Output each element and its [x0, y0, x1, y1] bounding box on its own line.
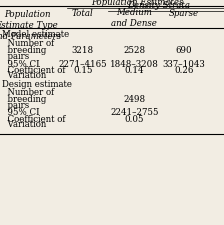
Text: Coefficient of: Coefficient of [2, 66, 66, 75]
Text: 0.15: 0.15 [73, 66, 93, 75]
Text: 0.05: 0.05 [125, 115, 144, 124]
Text: Total: Total [72, 9, 94, 18]
Text: 337–1043: 337–1043 [162, 60, 205, 69]
Text: Variation: Variation [2, 71, 47, 80]
Text: 95% CI: 95% CI [2, 60, 40, 69]
Text: breeding: breeding [2, 46, 47, 55]
Text: Design estimate: Design estimate [2, 80, 72, 89]
Text: 0.26: 0.26 [174, 66, 193, 75]
Text: Medium
and Dense: Medium and Dense [112, 8, 157, 28]
Text: Model estimate: Model estimate [2, 30, 69, 39]
Text: 2241–2755: 2241–2755 [110, 108, 159, 117]
Text: 690: 690 [175, 46, 192, 55]
Text: 2271–4165: 2271–4165 [58, 60, 107, 69]
Text: Variation: Variation [2, 120, 47, 129]
Text: Coefficient of: Coefficient of [2, 115, 66, 124]
Text: Population
Estimate Type
and Parameters: Population Estimate Type and Parameters [0, 10, 61, 41]
Text: Sparse: Sparse [169, 9, 199, 18]
Text: Number of: Number of [2, 88, 54, 97]
Text: 1848–3208: 1848–3208 [110, 60, 159, 69]
Text: Number of: Number of [2, 39, 54, 48]
Text: 0.14: 0.14 [125, 66, 144, 75]
Text: pairs: pairs [2, 52, 30, 61]
Text: 95% CI: 95% CI [2, 108, 40, 117]
Text: 2498: 2498 [123, 95, 145, 104]
Text: breeding: breeding [2, 95, 47, 104]
Text: pairs: pairs [2, 101, 30, 110]
Text: 2528: 2528 [123, 46, 145, 55]
Text: Density Strata: Density Strata [127, 1, 191, 10]
Text: 3218: 3218 [72, 46, 94, 55]
Text: Population Estimates: Population Estimates [92, 0, 184, 7]
